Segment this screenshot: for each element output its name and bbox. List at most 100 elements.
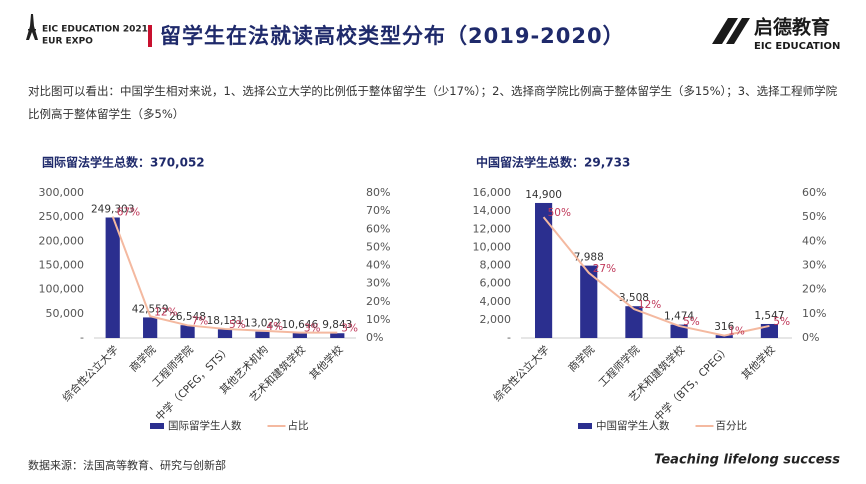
x-tick-label: 综合性公立大学 [491, 343, 552, 404]
legend-label: 百分比 [716, 419, 748, 432]
legend-swatch [150, 423, 164, 429]
line-value-label: 3% [304, 323, 321, 335]
source: 数据来源：法国高等教育、研究与创新部 [28, 458, 226, 472]
line-value-label: 5% [229, 319, 246, 331]
title-accent [148, 25, 152, 47]
y2-tick-label: 20% [366, 295, 390, 308]
bar-value-label: 42,559 [132, 303, 169, 315]
y-tick-label: 4,000 [480, 295, 512, 308]
bar-value-label: 3,508 [619, 292, 649, 304]
bar [535, 202, 553, 338]
y2-tick-label: 50% [802, 210, 826, 223]
line-value-label: 67% [117, 207, 140, 219]
eiffel-icon [26, 14, 38, 40]
y-tick-label: 150,000 [39, 259, 85, 272]
line-value-label: 50% [548, 207, 571, 219]
legend-label: 占比 [288, 419, 309, 432]
y2-tick-label: 60% [366, 222, 390, 235]
line-value-label: 12% [154, 306, 177, 318]
y2-tick-label: 80% [366, 186, 390, 199]
legend-label: 中国留学生人数 [596, 419, 670, 432]
expo-line2: EUR EXPO [42, 37, 93, 47]
bar [105, 217, 120, 338]
line-value-label: 7% [192, 315, 209, 327]
y2-tick-label: 0% [366, 331, 383, 344]
y-tick-label: - [507, 331, 511, 344]
y2-tick-label: 10% [802, 307, 826, 320]
legend-label: 国际留学生人数 [168, 419, 242, 432]
chart-title: 国际留法学生总数：370,052 [42, 155, 205, 170]
bar-value-label: 249,303 [91, 204, 134, 216]
bar-value-label: 10,646 [281, 319, 318, 331]
chart-title: 中国留法学生总数：29,733 [476, 155, 630, 170]
bar [670, 324, 688, 338]
y-tick-label: 300,000 [39, 186, 85, 199]
y-tick-label: 200,000 [39, 234, 85, 247]
y-tick-label: - [80, 331, 84, 344]
y-tick-label: 50,000 [46, 307, 85, 320]
description: 对比图可以看出：中国学生相对来说，1、选择公立大学的比例低于整体留学生（少17%… [28, 84, 838, 121]
bar [217, 329, 233, 338]
y2-tick-label: 0% [802, 331, 819, 344]
y2-tick-label: 40% [802, 234, 826, 247]
x-tick-label: 其他学校 [307, 343, 346, 382]
line-value-label: 5% [683, 316, 700, 328]
line-value-label: 27% [593, 263, 616, 275]
y-tick-label: 10,000 [473, 240, 512, 253]
line-value-label: 3% [341, 323, 358, 335]
y2-tick-label: 10% [366, 313, 390, 326]
y2-tick-label: 70% [366, 204, 390, 217]
y-tick-label: 2,000 [480, 313, 512, 326]
y-tick-label: 12,000 [473, 222, 512, 235]
bar-value-label: 18,131 [207, 315, 244, 327]
bar [180, 325, 195, 338]
x-tick-label: 工程师学院 [596, 343, 643, 390]
y-tick-label: 16,000 [473, 186, 512, 199]
bar-value-label: 9,843 [322, 319, 352, 331]
bar [625, 306, 643, 338]
x-tick-label: 中学（CPEG，STS） [153, 343, 233, 423]
y-tick-label: 14,000 [473, 204, 512, 217]
y-tick-label: 100,000 [39, 283, 85, 296]
y-tick-label: 250,000 [39, 210, 85, 223]
x-tick-label: 商学院 [566, 343, 598, 375]
logo-mark [712, 18, 750, 44]
slogan: Teaching lifelong success [654, 453, 840, 468]
x-tick-label: 其他学校 [739, 343, 778, 382]
y2-tick-label: 60% [802, 186, 826, 199]
y2-tick-label: 40% [366, 259, 390, 272]
bar-value-label: 1,474 [664, 311, 694, 323]
slide-title: 留学生在法就读高校类型分布（2019-2020） [160, 24, 625, 48]
bar-value-label: 316 [714, 321, 734, 333]
y2-tick-label: 20% [802, 283, 826, 296]
line [542, 216, 770, 337]
bar-value-label: 26,548 [169, 311, 206, 323]
x-tick-label: 中学（BTS，CPEG） [652, 343, 733, 424]
y2-tick-label: 50% [366, 240, 390, 253]
legend-swatch [578, 423, 592, 429]
logo-en: EIC EDUCATION [754, 41, 840, 52]
bar [292, 332, 307, 338]
x-tick-label: 综合性公立大学 [60, 343, 121, 404]
logo-cn: 启德教育 [754, 16, 830, 39]
y2-tick-label: 30% [802, 259, 826, 272]
y2-tick-label: 30% [366, 277, 390, 290]
line-value-label: 5% [773, 316, 790, 328]
expo-line1: EIC EDUCATION 2021 [42, 25, 148, 35]
bar [143, 317, 158, 338]
bar [580, 265, 598, 338]
line [111, 216, 338, 334]
line-value-label: 1% [728, 326, 745, 338]
bar-value-label: 13,022 [244, 318, 281, 330]
x-tick-label: 商学院 [127, 343, 159, 375]
bar-value-label: 14,900 [525, 189, 562, 201]
bar-value-label: 7,988 [574, 252, 604, 264]
bar [255, 331, 270, 338]
line-value-label: 12% [638, 299, 661, 311]
line-value-label: 4% [266, 321, 283, 333]
bar-value-label: 1,547 [754, 310, 784, 322]
bar [330, 333, 345, 338]
y-tick-label: 8,000 [480, 259, 512, 272]
